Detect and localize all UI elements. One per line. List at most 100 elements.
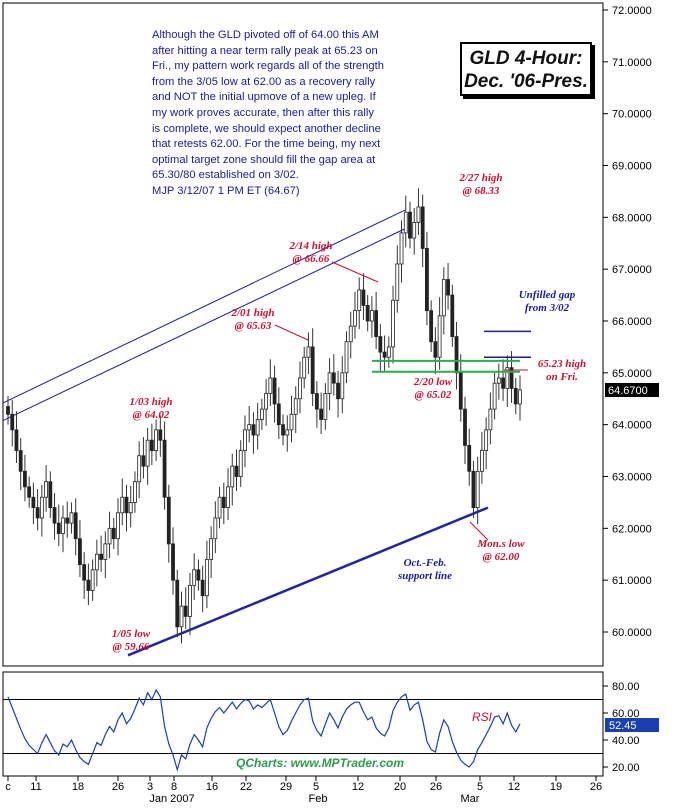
candle-up xyxy=(264,393,269,410)
candle-up xyxy=(323,393,328,420)
candle-down xyxy=(408,211,412,239)
candle-up xyxy=(103,543,108,560)
pointer-feb01 xyxy=(274,324,309,341)
candle-down xyxy=(272,377,277,405)
candle-down xyxy=(234,465,239,477)
candle-down xyxy=(23,470,27,488)
time-tick-label: c xyxy=(5,781,11,793)
candle-up xyxy=(480,450,484,472)
price-tick-label: 63.0000 xyxy=(612,472,652,484)
candle-up xyxy=(204,559,209,597)
rsi-tick-label: 40.00 xyxy=(612,735,640,747)
candle-up xyxy=(306,346,311,358)
last-price-value: 64.6700 xyxy=(608,385,648,397)
candle-down xyxy=(99,553,103,560)
candle-up xyxy=(293,398,298,415)
candle-down xyxy=(52,507,57,524)
time-tick-label: 26 xyxy=(430,781,442,793)
candle-down xyxy=(446,279,450,296)
candle-down xyxy=(433,341,438,358)
candle-down xyxy=(175,579,180,628)
candle-up xyxy=(496,377,501,384)
price-tick-label: 66.0000 xyxy=(612,316,652,328)
price-tick-label: 69.0000 xyxy=(612,161,652,173)
annotation-feb01-high: 2/01 high @ 65.63 xyxy=(231,307,275,332)
candle-down xyxy=(124,496,129,514)
candle-down xyxy=(319,408,324,420)
upper-channel-line xyxy=(2,209,406,404)
candle-up xyxy=(39,496,44,519)
candle-down xyxy=(27,486,32,498)
annotation-fri-high: 65.23 high on Fri. xyxy=(537,358,587,383)
candle-up xyxy=(285,429,290,436)
candle-up xyxy=(238,450,243,477)
candle-up xyxy=(247,424,252,431)
price-tick-label: 64.0000 xyxy=(612,420,652,432)
price-tick-label: 60.0000 xyxy=(612,627,652,639)
time-month-label: Mar xyxy=(461,793,480,805)
annotation-support-line: Oct.-Feb. support line xyxy=(397,557,453,582)
price-tick-label: 68.0000 xyxy=(612,212,652,224)
time-tick-label: 16 xyxy=(206,781,218,793)
time-tick-label: 29 xyxy=(280,781,292,793)
candle-up xyxy=(61,517,65,534)
watermark: QCharts: www.MPTrader.com xyxy=(236,756,405,770)
candle-up xyxy=(298,377,302,400)
candle-up xyxy=(412,222,417,239)
candle-up xyxy=(395,263,400,301)
candle-down xyxy=(141,455,146,467)
candle-down xyxy=(382,351,387,358)
chart-title: GLD 4-Hour: Dec. '06-Pres. xyxy=(460,42,592,96)
candle-down xyxy=(331,372,336,384)
candle-down xyxy=(111,527,116,540)
time-tick-label: 26 xyxy=(590,781,602,793)
time-tick-label: 20 xyxy=(394,781,406,793)
time-tick-label: 5 xyxy=(477,781,483,793)
candle-down xyxy=(251,424,256,436)
candle-up xyxy=(353,310,357,327)
candle-down xyxy=(314,393,319,410)
candle-down xyxy=(48,481,53,508)
candle-up xyxy=(255,419,260,436)
rsi-label: RSI xyxy=(472,710,493,724)
price-tick-label: 61.0000 xyxy=(612,575,652,587)
candle-up xyxy=(217,496,222,519)
candle-up xyxy=(370,310,374,322)
candle-down xyxy=(56,522,61,534)
candle-up xyxy=(69,512,74,524)
candle-up xyxy=(179,605,184,628)
candle-up xyxy=(133,481,137,503)
candle-down xyxy=(378,336,383,353)
candle-up xyxy=(90,569,95,591)
candle-up xyxy=(348,325,353,343)
candle-up xyxy=(116,512,120,540)
candle-down xyxy=(82,564,87,581)
candle-up xyxy=(192,569,197,586)
candle-down xyxy=(31,496,36,509)
last-price-tag xyxy=(605,383,659,397)
candle-up xyxy=(403,211,408,234)
annotation-feb14-high: 2/14 high @ 66.66 xyxy=(289,240,333,265)
candle-up xyxy=(213,517,218,540)
time-tick-label: 3 xyxy=(147,781,153,793)
candle-down xyxy=(149,439,154,451)
candle-up xyxy=(386,346,391,358)
candle-up xyxy=(488,408,493,431)
candle-down xyxy=(513,387,518,405)
time-month-label: Feb xyxy=(309,793,328,805)
candle-down xyxy=(158,429,163,441)
candle-up xyxy=(484,429,489,451)
candle-up xyxy=(391,299,395,348)
candle-down xyxy=(14,429,19,451)
candle-up xyxy=(145,439,150,467)
price-tick-label: 62.0000 xyxy=(612,523,652,535)
candle-down xyxy=(471,470,476,509)
lower-channel-line xyxy=(2,228,406,421)
candle-down xyxy=(162,439,167,498)
candle-down xyxy=(73,512,78,540)
time-tick-label: 5 xyxy=(313,781,319,793)
time-tick-label: 18 xyxy=(72,781,84,793)
pointer-monday xyxy=(469,521,489,541)
candle-up xyxy=(209,538,214,560)
